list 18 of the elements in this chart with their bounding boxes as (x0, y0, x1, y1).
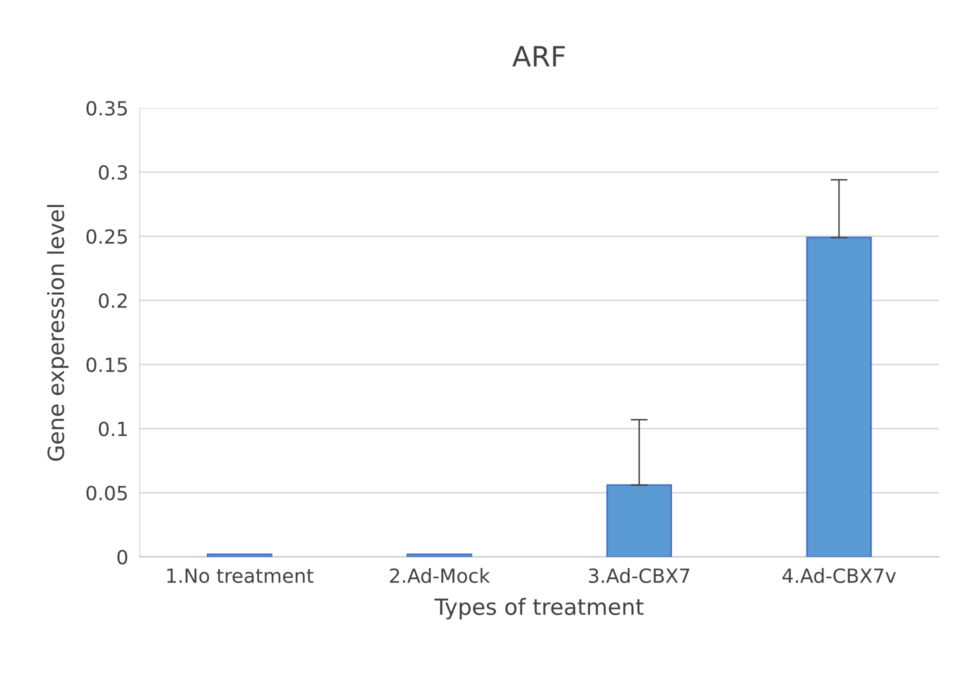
y-tick-label: 0.1 (98, 422, 127, 436)
y-tick-label: 0.15 (86, 357, 127, 372)
y-axis-title: Gene experession level (47, 204, 69, 461)
bar (806, 236, 872, 557)
y-tick-label: 0.2 (98, 293, 127, 308)
y-tick-label: 0 (117, 550, 128, 565)
y-tick-label: 0.25 (86, 229, 127, 244)
bar (606, 484, 672, 557)
x-tick-label: 3.Ad-CBX7 (588, 568, 690, 584)
bar (206, 553, 272, 557)
x-tick-label: 1.No treatment (167, 568, 314, 584)
y-tick-label: 0.05 (86, 486, 127, 500)
x-axis-title: Types of treatment (434, 598, 644, 620)
y-tick-label: 0.3 (98, 165, 127, 180)
chart-title: ARF (512, 46, 565, 66)
x-tick-label: 2.Ad-Mock (390, 568, 490, 584)
y-tick-label: 0.35 (86, 100, 127, 116)
x-tick-label: 4.Ad-CBX7v (782, 568, 896, 584)
